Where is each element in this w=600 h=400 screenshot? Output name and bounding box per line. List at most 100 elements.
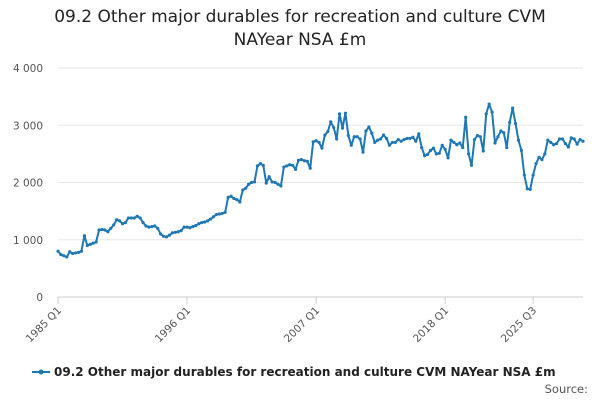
data-point[interactable] [434, 152, 438, 156]
data-point[interactable] [211, 215, 216, 219]
data-point[interactable] [159, 232, 163, 236]
data-point[interactable] [147, 225, 151, 229]
data-point[interactable] [423, 153, 427, 158]
data-point[interactable] [373, 140, 377, 145]
data-point[interactable] [232, 196, 236, 201]
data-point[interactable] [258, 162, 262, 166]
data-point[interactable] [387, 143, 392, 147]
data-point[interactable] [112, 223, 116, 227]
data-point[interactable] [499, 129, 503, 133]
data-point[interactable] [176, 230, 180, 234]
data-point[interactable] [109, 226, 113, 230]
data-point[interactable] [88, 242, 92, 246]
data-point[interactable] [296, 158, 301, 162]
data-point[interactable] [379, 137, 383, 141]
data-point[interactable] [543, 152, 547, 156]
data-point[interactable] [138, 216, 142, 220]
data-point[interactable] [94, 240, 98, 244]
data-point[interactable] [455, 143, 459, 147]
data-point[interactable] [214, 212, 218, 217]
data-point[interactable] [534, 162, 538, 166]
data-point[interactable] [420, 145, 424, 150]
data-point[interactable] [65, 255, 69, 259]
data-point[interactable] [332, 125, 336, 130]
data-point[interactable] [299, 158, 304, 162]
data-point[interactable] [129, 216, 133, 220]
data-point[interactable] [326, 129, 330, 134]
data-point[interactable] [458, 141, 462, 145]
data-point[interactable] [97, 228, 101, 232]
data-point[interactable] [208, 217, 213, 221]
data-point[interactable] [270, 180, 274, 184]
data-point[interactable] [511, 106, 515, 110]
data-point[interactable] [244, 186, 248, 190]
data-point[interactable] [390, 140, 394, 145]
data-point[interactable] [464, 115, 468, 119]
data-point[interactable] [472, 137, 477, 142]
data-point[interactable] [461, 145, 465, 150]
data-point[interactable] [220, 211, 224, 216]
data-point[interactable] [569, 136, 573, 140]
data-point[interactable] [276, 182, 280, 186]
data-point[interactable] [59, 253, 63, 257]
data-point[interactable] [288, 163, 292, 167]
source-label[interactable]: Source: [544, 382, 588, 396]
data-point[interactable] [572, 137, 576, 141]
data-point[interactable] [446, 156, 450, 160]
data-point[interactable] [85, 243, 89, 248]
data-point[interactable] [317, 140, 321, 145]
data-point[interactable] [425, 152, 430, 157]
data-point[interactable] [167, 233, 172, 237]
data-point[interactable] [519, 148, 524, 153]
data-point[interactable] [575, 142, 579, 146]
data-point[interactable] [384, 136, 389, 141]
data-point[interactable] [56, 249, 60, 253]
data-point[interactable] [141, 220, 145, 225]
data-point[interactable] [252, 180, 257, 184]
data-point[interactable] [343, 111, 348, 115]
data-point[interactable] [414, 139, 418, 143]
data-point[interactable] [285, 164, 289, 168]
series-line[interactable] [57, 103, 584, 258]
data-point[interactable] [320, 146, 324, 150]
data-point[interactable] [203, 220, 207, 224]
data-point[interactable] [437, 151, 441, 155]
data-point[interactable] [79, 249, 84, 253]
data-point[interactable] [170, 231, 174, 235]
data-point[interactable] [367, 125, 371, 129]
data-point[interactable] [522, 173, 526, 177]
data-point[interactable] [282, 165, 286, 169]
data-point[interactable] [103, 228, 107, 232]
data-point[interactable] [194, 223, 198, 228]
data-point[interactable] [481, 149, 485, 153]
data-point[interactable] [249, 180, 254, 185]
data-point[interactable] [223, 210, 227, 214]
data-point[interactable] [302, 159, 306, 163]
data-point[interactable] [135, 214, 139, 218]
data-point[interactable] [100, 227, 104, 232]
data-point[interactable] [540, 158, 544, 162]
data-point[interactable] [267, 175, 271, 179]
data-point[interactable] [478, 135, 482, 139]
data-point[interactable] [370, 131, 374, 135]
data-point[interactable] [496, 135, 500, 139]
data-point[interactable] [449, 138, 453, 142]
data-point[interactable] [566, 145, 570, 149]
data-point[interactable] [200, 220, 204, 225]
data-point[interactable] [487, 102, 491, 106]
data-point[interactable] [578, 137, 582, 142]
data-point[interactable] [264, 181, 268, 185]
data-point[interactable] [153, 224, 157, 228]
data-point[interactable] [229, 194, 233, 198]
data-point[interactable] [238, 200, 242, 204]
data-point[interactable] [241, 188, 245, 192]
data-point[interactable] [581, 139, 585, 143]
data-point[interactable] [505, 145, 509, 150]
data-point[interactable] [402, 137, 406, 142]
data-point[interactable] [247, 182, 251, 186]
data-point[interactable] [106, 230, 110, 234]
data-point[interactable] [475, 133, 480, 138]
data-point[interactable] [179, 228, 183, 233]
data-point[interactable] [217, 212, 221, 216]
data-point[interactable] [549, 140, 553, 145]
